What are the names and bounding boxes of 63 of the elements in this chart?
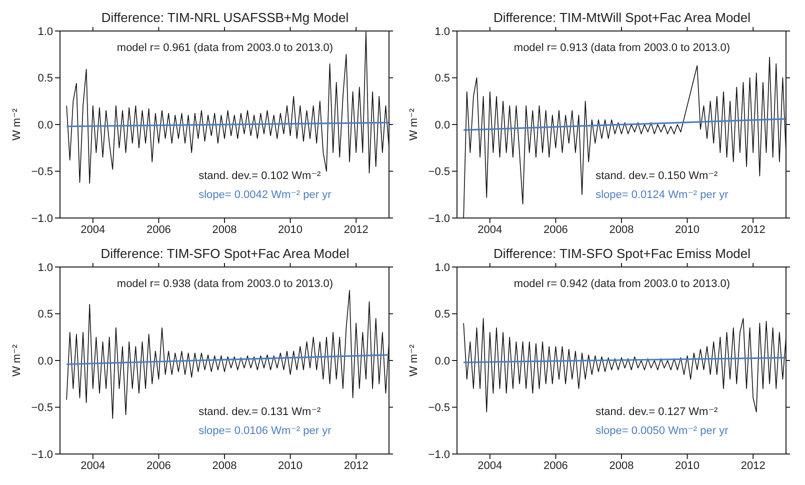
x-tick-label: 2008 xyxy=(609,460,634,472)
y-tick-label: 1.0 xyxy=(434,262,450,274)
text: slope= 0.0124 Wm⁻² per yr xyxy=(596,188,728,204)
chart-title: Difference: TIM-SFO Spot+Fac Area Model xyxy=(100,246,350,261)
x-tick-label: 2006 xyxy=(146,224,171,236)
x-tick-label: 2004 xyxy=(478,460,502,472)
chart-title: Difference: TIM-SFO Spot+Fac Emiss Model xyxy=(492,246,752,261)
y-tick-label: −1.0 xyxy=(428,212,450,225)
line-series xyxy=(66,32,389,184)
y-axis-title: W m⁻² xyxy=(408,344,420,377)
text: slope= 0.0106 Wm⁻² per yr xyxy=(198,424,332,440)
x-tick-label: 2008 xyxy=(212,460,237,472)
annotation: stand. dev.= 0.131 Wm⁻² xyxy=(198,405,322,420)
x-tick-label: 2008 xyxy=(609,224,634,236)
y-tick-label: 0.0 xyxy=(38,355,53,368)
annotation: stand. dev.= 0.150 Wm⁻² xyxy=(596,169,719,184)
x-tick-label: 2006 xyxy=(543,460,568,472)
x-tick-label: 2012 xyxy=(740,460,766,472)
x-tick-label: 2012 xyxy=(344,460,368,472)
x-tick-label: 2004 xyxy=(80,224,106,236)
y-tick-label: −1.0 xyxy=(31,448,53,461)
y-tick-label: 1.0 xyxy=(38,26,53,38)
x-tick-label: 2012 xyxy=(344,224,368,236)
x-tick-label: 2006 xyxy=(146,460,171,472)
chart-title: Difference: TIM-MtWill Spot+Fac Area Model xyxy=(492,10,752,25)
y-tick-label: 0.5 xyxy=(38,72,53,85)
y-tick-label: −1.0 xyxy=(428,448,450,461)
text: slope= 0.0042 Wm⁻² per yr xyxy=(198,188,332,204)
x-tick-label: 2010 xyxy=(675,460,700,472)
annotation: stand. dev.= 0.127 Wm⁻² xyxy=(596,405,719,420)
y-axis-title: W m⁻² xyxy=(408,108,420,141)
x-tick-label: 2010 xyxy=(278,460,303,472)
x-tick-label: 2012 xyxy=(740,224,766,236)
x-tick-label: 2008 xyxy=(212,224,237,236)
y-tick-label: 0.0 xyxy=(434,119,450,132)
y-tick-label: −0.5 xyxy=(428,402,450,414)
x-tick-label: 2010 xyxy=(278,224,303,236)
x-tick-label: 2004 xyxy=(80,460,106,472)
y-tick-label: 1.0 xyxy=(38,262,53,274)
annotation: model r= 0.913 (data from 2003.0 to 2013.0) xyxy=(512,42,732,54)
chart-title: Difference: TIM-NRL USAFSSB+Mg Model xyxy=(100,10,350,25)
y-tick-label: 0.5 xyxy=(38,308,53,321)
y-tick-label: 0.0 xyxy=(38,119,53,132)
y-tick-label: −0.5 xyxy=(428,166,450,178)
annotation: model r= 0.938 (data from 2003.0 to 2013.0) xyxy=(116,278,334,290)
y-axis-title: W m⁻² xyxy=(10,344,23,377)
y-tick-label: −0.5 xyxy=(31,166,53,178)
y-tick-label: 1.0 xyxy=(434,26,450,38)
annotation: model r= 0.961 (data from 2003.0 to 2013.0) xyxy=(116,42,334,54)
y-axis-title: W m⁻² xyxy=(10,108,23,141)
x-tick-label: 2010 xyxy=(675,224,700,236)
y-tick-label: 0.5 xyxy=(434,308,450,321)
line-series xyxy=(66,290,389,419)
text: slope= 0.0050 Wm⁻² per yr xyxy=(596,424,728,440)
y-tick-label: 0.5 xyxy=(434,72,450,85)
y-tick-label: −0.5 xyxy=(31,402,53,414)
y-tick-label: −1.0 xyxy=(31,212,53,225)
x-tick-label: 2004 xyxy=(478,224,502,236)
y-tick-label: 0.0 xyxy=(434,355,450,368)
annotation: model r= 0.942 (data from 2003.0 to 2013.0) xyxy=(512,278,732,290)
line-series xyxy=(463,56,786,218)
annotation: stand. dev.= 0.102 Wm⁻² xyxy=(198,169,322,184)
x-tick-label: 2006 xyxy=(543,224,568,236)
